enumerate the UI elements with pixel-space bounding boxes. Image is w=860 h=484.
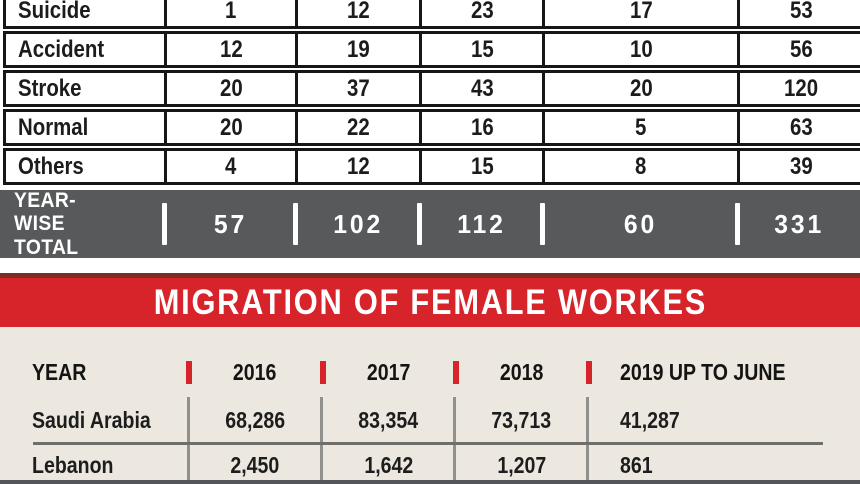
column-divider-line <box>320 397 323 484</box>
header-2019-cell: 2019 UP TO JUNE <box>620 358 786 385</box>
deaths-table: Suicide 1 12 23 17 53 Accident 12 19 15 … <box>3 0 860 187</box>
cell-value: 12 <box>298 0 422 26</box>
total-value-cell: 57 <box>213 208 248 239</box>
cell-value: 73,713 <box>491 407 552 433</box>
country-label-cell: Saudi Arabia <box>32 407 151 433</box>
total-value-cell: 331 <box>774 208 824 239</box>
cell-value: 10 <box>545 34 740 65</box>
cell-value: 22 <box>298 112 422 143</box>
total-value-cell: 60 <box>623 208 658 239</box>
migration-section: YEAR 2016 2017 2018 2019 UP TO JUNE Saud… <box>0 327 860 484</box>
column-divider-line <box>586 397 589 484</box>
cell-value: 1,207 <box>497 452 546 478</box>
cell-value: 12 <box>298 151 422 182</box>
row-label: Accident <box>18 35 105 63</box>
cell-value: 1 <box>167 0 298 26</box>
cell-value: 1,642 <box>364 452 413 478</box>
total-value-cell: 112 <box>457 208 506 239</box>
header-2017-cell: 2017 <box>366 358 411 385</box>
cell-total: 120 <box>783 74 819 102</box>
header-2016-cell: 2016 <box>233 358 277 385</box>
cell-total: 56 <box>789 35 813 63</box>
row-label-cell: Suicide <box>6 0 167 26</box>
white-divider-bar <box>735 203 740 245</box>
row-label: Suicide <box>18 0 91 24</box>
migration-row-saudi-arabia: Saudi Arabia 68,286 83,354 73,713 41,287 <box>0 399 860 442</box>
cell-value: 43 <box>422 73 545 104</box>
cell-value: 16 <box>422 112 545 143</box>
white-divider-bar <box>540 203 545 245</box>
red-separator-bar <box>186 361 192 384</box>
row-label-cell: Accident <box>6 34 167 65</box>
row-divider-line <box>33 442 823 445</box>
row-label-cell: Others <box>6 151 167 182</box>
row-label: Others <box>18 152 84 180</box>
cell-value: 20 <box>545 73 740 104</box>
table-row-normal: Normal 20 22 16 5 63 <box>3 109 860 146</box>
header-2018-cell: 2018 <box>499 358 544 385</box>
white-divider-bar <box>293 203 298 245</box>
cell-value: 20 <box>167 112 298 143</box>
banner-top-shadow <box>0 273 860 278</box>
row-label: Normal <box>18 113 89 141</box>
cell-value: 37 <box>298 73 422 104</box>
table-row-accident: Accident 12 19 15 10 56 <box>3 31 860 68</box>
column-divider-line <box>453 397 456 484</box>
cell-value: 68,286 <box>225 407 285 433</box>
row-label-cell: Normal <box>6 112 167 143</box>
cell-value: 15 <box>422 151 545 182</box>
row-label-cell: Stroke <box>6 73 167 104</box>
cell-value: 19 <box>298 34 422 65</box>
migration-table-header: YEAR 2016 2017 2018 2019 UP TO JUNE <box>0 353 860 391</box>
red-separator-bar <box>320 361 326 384</box>
column-divider-line <box>187 397 190 484</box>
cell-value: 8 <box>545 151 740 182</box>
table-row-suicide: Suicide 1 12 23 17 53 <box>3 0 860 29</box>
section-banner-title: MIGRATION OF FEMALE WORKES <box>153 282 707 322</box>
cell-value: 15 <box>422 34 545 65</box>
row-label: Stroke <box>18 74 82 102</box>
cell-total: 39 <box>789 152 813 180</box>
cell-value: 12 <box>167 34 298 65</box>
header-year-cell: YEAR <box>32 358 87 385</box>
total-value-cell: 102 <box>333 208 383 239</box>
white-divider-bar <box>417 203 422 245</box>
cell-value: 23 <box>422 0 545 26</box>
cutoff-dark-strip <box>0 480 860 484</box>
cell-value: 17 <box>545 0 740 26</box>
cell-value: 41,287 <box>620 407 680 433</box>
cell-value: 5 <box>545 112 740 143</box>
total-label-cell: YEAR-WISE TOTAL <box>0 189 165 258</box>
total-label: YEAR-WISE TOTAL <box>14 189 79 259</box>
cell-value: 20 <box>167 73 298 104</box>
year-wise-total-row: YEAR-WISE TOTAL 57 102 112 60 331 <box>0 189 860 259</box>
country-label-cell: Lebanon <box>32 452 114 478</box>
cell-value: 861 <box>620 452 653 478</box>
white-divider-bar <box>162 203 167 245</box>
red-separator-bar <box>586 361 592 384</box>
migration-row-lebanon: Lebanon 2,450 1,642 1,207 861 <box>0 447 860 484</box>
cell-value: 2,450 <box>230 452 280 478</box>
cell-value: 4 <box>167 151 298 182</box>
cell-total: 53 <box>789 0 813 24</box>
cell-total: 63 <box>789 113 813 141</box>
table-row-others: Others 4 12 15 8 39 <box>3 148 860 185</box>
cell-value: 83,354 <box>358 407 419 433</box>
red-separator-bar <box>453 361 459 384</box>
table-row-stroke: Stroke 20 37 43 20 120 <box>3 70 860 107</box>
section-banner: MIGRATION OF FEMALE WORKES <box>0 278 860 327</box>
